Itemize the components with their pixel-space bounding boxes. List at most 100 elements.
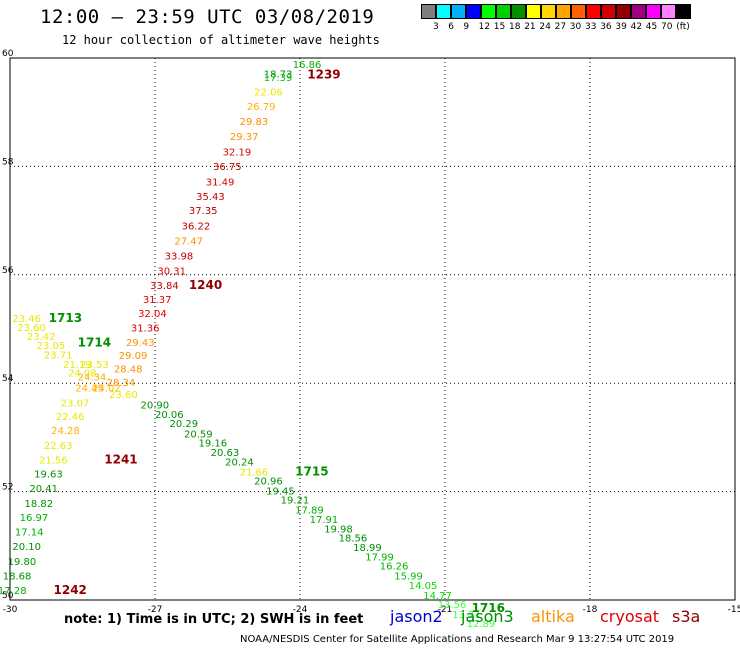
wave-height-value: 18.68 bbox=[3, 571, 32, 582]
map-tick-labels: -30 -27 -24 -21 -18 -15 60 58 56 54 52 50 bbox=[2, 49, 740, 615]
color-swatch bbox=[646, 4, 661, 19]
pass-number: 1239 bbox=[307, 68, 340, 82]
pass-number: 1714 bbox=[78, 335, 111, 349]
color-swatch bbox=[541, 4, 556, 19]
wave-height-value: 22.06 bbox=[254, 87, 283, 98]
wave-height-value: 32.19 bbox=[223, 148, 252, 159]
color-swatch bbox=[556, 4, 571, 19]
wave-height-value: 28.48 bbox=[114, 364, 143, 375]
wave-height-value: 26.79 bbox=[247, 102, 276, 113]
satellite-legend-altika: altika bbox=[531, 607, 575, 626]
wave-height-value: 17.14 bbox=[15, 528, 44, 539]
wave-height-value: 21.56 bbox=[39, 455, 68, 466]
lat-tick-label: 56 bbox=[2, 266, 14, 276]
color-swatch bbox=[661, 4, 676, 19]
lat-tick-label: 52 bbox=[2, 483, 13, 493]
wave-height-value: 24.45 bbox=[75, 383, 104, 394]
map-gridlines bbox=[10, 58, 735, 600]
satellite-legend-s3a: s3a bbox=[672, 607, 701, 626]
wave-height-value: 32.04 bbox=[138, 309, 167, 320]
pass-number: 1242 bbox=[54, 583, 87, 597]
wave-height-value: 13.56 bbox=[438, 600, 467, 611]
pass-number-labels: 1239 1240 1713 1714 1241 1715 1242 1716 bbox=[49, 68, 505, 615]
color-swatch bbox=[586, 4, 601, 19]
wave-height-value: 23.05 bbox=[37, 341, 66, 352]
color-scale-label: (ft) bbox=[676, 22, 690, 32]
pass-number: 1715 bbox=[295, 464, 328, 478]
color-scale-label: 6 bbox=[448, 22, 454, 32]
satellite-legend-jason3: jason3 bbox=[461, 607, 514, 626]
color-scale-label: 24 bbox=[539, 22, 551, 32]
wave-height-value: 17.28 bbox=[0, 586, 27, 597]
wave-height-value: 20.06 bbox=[155, 410, 184, 421]
wave-height-value: 23.53 bbox=[80, 360, 109, 371]
color-scale-label: 39 bbox=[615, 22, 627, 32]
wave-height-value: 17.99 bbox=[365, 552, 394, 563]
wave-height-value: 18.73 bbox=[264, 70, 293, 81]
wave-height-value: 20.63 bbox=[211, 448, 240, 459]
color-swatch bbox=[511, 4, 526, 19]
map-frame bbox=[9, 57, 736, 601]
wave-height-value: 24.02 bbox=[92, 383, 121, 394]
satellite-legend-cryosat: cryosat bbox=[600, 607, 660, 626]
wave-height-value: 20.10 bbox=[12, 542, 41, 553]
wave-height-value: 21.19 bbox=[63, 360, 92, 371]
wave-height-value: 15.99 bbox=[394, 571, 423, 582]
wave-height-value: 22.46 bbox=[56, 412, 85, 423]
lon-tick-label: -27 bbox=[148, 605, 163, 615]
color-swatch bbox=[436, 4, 451, 19]
wave-height-value: 31.37 bbox=[143, 295, 172, 306]
color-scale-label: 42 bbox=[630, 22, 643, 32]
wave-height-value: 33.98 bbox=[165, 252, 194, 263]
wave-height-value: 20.41 bbox=[29, 484, 58, 495]
wave-height-value: 16.86 bbox=[293, 60, 322, 71]
wave-height-value: 20.29 bbox=[170, 419, 199, 430]
wave-height-value: 33.84 bbox=[150, 281, 179, 292]
wave-height-value: 14.05 bbox=[409, 581, 438, 592]
wave-height-value: 20.59 bbox=[184, 429, 213, 440]
wave-height-value: 22.63 bbox=[44, 441, 73, 452]
color-scale-label: 36 bbox=[600, 22, 612, 32]
wave-height-value: 28.34 bbox=[107, 378, 136, 389]
color-scale-label: 15 bbox=[493, 22, 506, 32]
wave-height-value: 37.35 bbox=[189, 206, 218, 217]
wave-height-value: 16.97 bbox=[20, 513, 49, 524]
wave-height-value: 17.89 bbox=[295, 505, 324, 516]
wave-height-value: 23.46 bbox=[12, 314, 41, 325]
wave-height-value: 18.82 bbox=[25, 499, 54, 510]
color-swatch bbox=[451, 4, 466, 19]
color-swatch bbox=[601, 4, 616, 19]
wave-height-value: 21.66 bbox=[240, 467, 269, 478]
wave-height-value: 12.89 bbox=[467, 619, 496, 630]
wave-height-value: 18.99 bbox=[353, 543, 382, 554]
wave-height-value: 20.90 bbox=[141, 401, 170, 412]
wave-height-value: 20.96 bbox=[254, 477, 283, 488]
color-swatch bbox=[466, 4, 481, 19]
wave-height-value: 19.45 bbox=[266, 486, 295, 497]
wave-height-value: 36.75 bbox=[213, 162, 242, 173]
wave-height-value: 36.22 bbox=[182, 221, 211, 232]
wave-height-value: 13.21 bbox=[452, 610, 481, 621]
color-scale-label: 27 bbox=[554, 22, 567, 32]
wave-height-value: 24.28 bbox=[51, 426, 80, 437]
lat-tick-label: 54 bbox=[2, 374, 14, 384]
lon-tick-label: -18 bbox=[583, 605, 598, 615]
wave-height-value: 29.83 bbox=[240, 117, 269, 128]
color-swatch bbox=[526, 4, 541, 19]
color-swatch bbox=[571, 4, 586, 19]
wave-height-value: 23.60 bbox=[17, 323, 46, 334]
wave-height-value: 17.39 bbox=[264, 73, 293, 84]
color-scale-label: 30 bbox=[569, 22, 582, 32]
wave-height-value: 23.07 bbox=[61, 399, 90, 410]
color-swatch bbox=[481, 4, 496, 19]
wave-height-value: 19.63 bbox=[34, 470, 63, 481]
wave-height-value: 31.49 bbox=[206, 177, 235, 188]
pass-number: 1713 bbox=[49, 311, 82, 325]
lat-tick-label: 50 bbox=[2, 591, 14, 601]
wave-height-value: 19.16 bbox=[199, 439, 228, 450]
wave-height-value: 29.43 bbox=[126, 338, 155, 349]
wave-height-value: 29.37 bbox=[230, 132, 259, 143]
pass-number: 1241 bbox=[104, 452, 137, 466]
wave-height-value: 29.09 bbox=[119, 351, 148, 362]
